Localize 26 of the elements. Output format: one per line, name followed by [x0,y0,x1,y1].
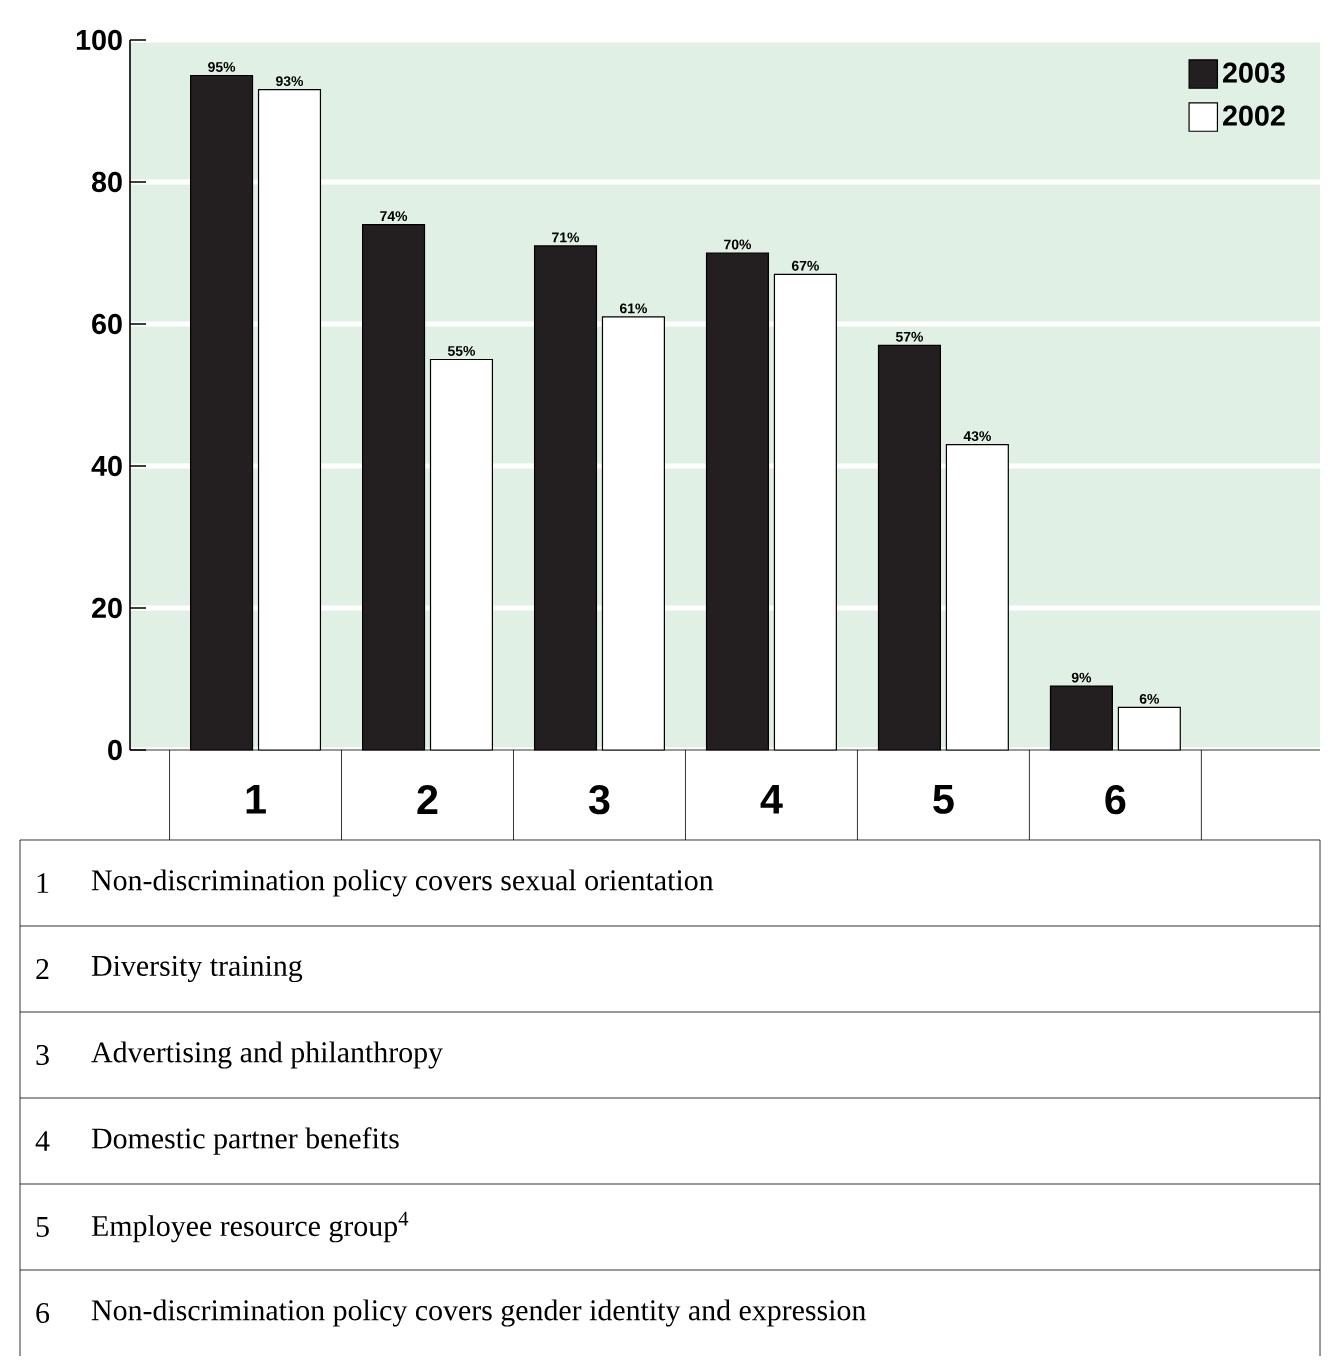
x-tick-label: 4 [760,785,783,814]
text: Advertising and philanthropy [91,1041,443,1069]
y-tick-label: 60 [92,313,122,335]
category-label: 2 [36,959,49,979]
text: Domestic partner benefits [91,1127,399,1155]
y-tick-label: 0 [108,739,122,761]
y-tick-label: 80 [91,171,122,193]
text: Diversity training [91,955,303,983]
text: Non-discrimination policy covers gender identity and expression [91,1299,866,1327]
y-tick-label: 100 [76,29,122,51]
text: Employee resource group$^{4}$ [91,1211,409,1243]
x-tick-label: 5 [933,785,954,814]
x-tick-label: 1 [246,785,266,814]
legend-label: 2002 [1223,105,1285,126]
category-label: 1 [37,873,49,893]
legend-label: 2003 [1223,62,1285,83]
category-label: 3 [36,1044,49,1066]
x-tick-label: 3 [588,785,610,815]
x-tick-label: 2 [417,785,438,814]
text: Non-discrimination policy covers sexual orientation [91,869,714,897]
category-label: 5 [36,1217,49,1237]
category-label: 6 [36,1302,50,1324]
y-tick-label: 20 [92,597,122,619]
x-tick-label: 6 [1105,785,1126,815]
y-tick-label: 40 [91,455,122,477]
category-label: 4 [35,1131,50,1151]
